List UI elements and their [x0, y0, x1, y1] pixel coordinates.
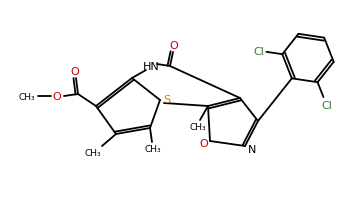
Text: CH₃: CH₃: [190, 123, 206, 132]
Text: Cl: Cl: [321, 100, 332, 110]
Text: CH₃: CH₃: [85, 148, 101, 157]
Text: O: O: [169, 41, 178, 51]
Text: O: O: [53, 91, 61, 102]
Text: HN: HN: [143, 62, 159, 72]
Text: Cl: Cl: [253, 46, 264, 56]
Text: S: S: [163, 95, 171, 104]
Text: N: N: [248, 144, 256, 154]
Text: CH₃: CH₃: [145, 145, 161, 154]
Text: CH₃: CH₃: [19, 92, 35, 101]
Text: O: O: [200, 138, 208, 148]
Text: O: O: [70, 67, 79, 77]
